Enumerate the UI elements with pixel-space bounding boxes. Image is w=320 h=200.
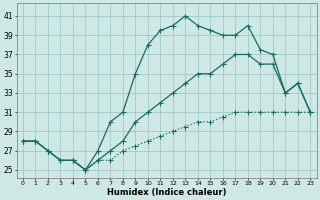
X-axis label: Humidex (Indice chaleur): Humidex (Indice chaleur): [107, 188, 226, 197]
